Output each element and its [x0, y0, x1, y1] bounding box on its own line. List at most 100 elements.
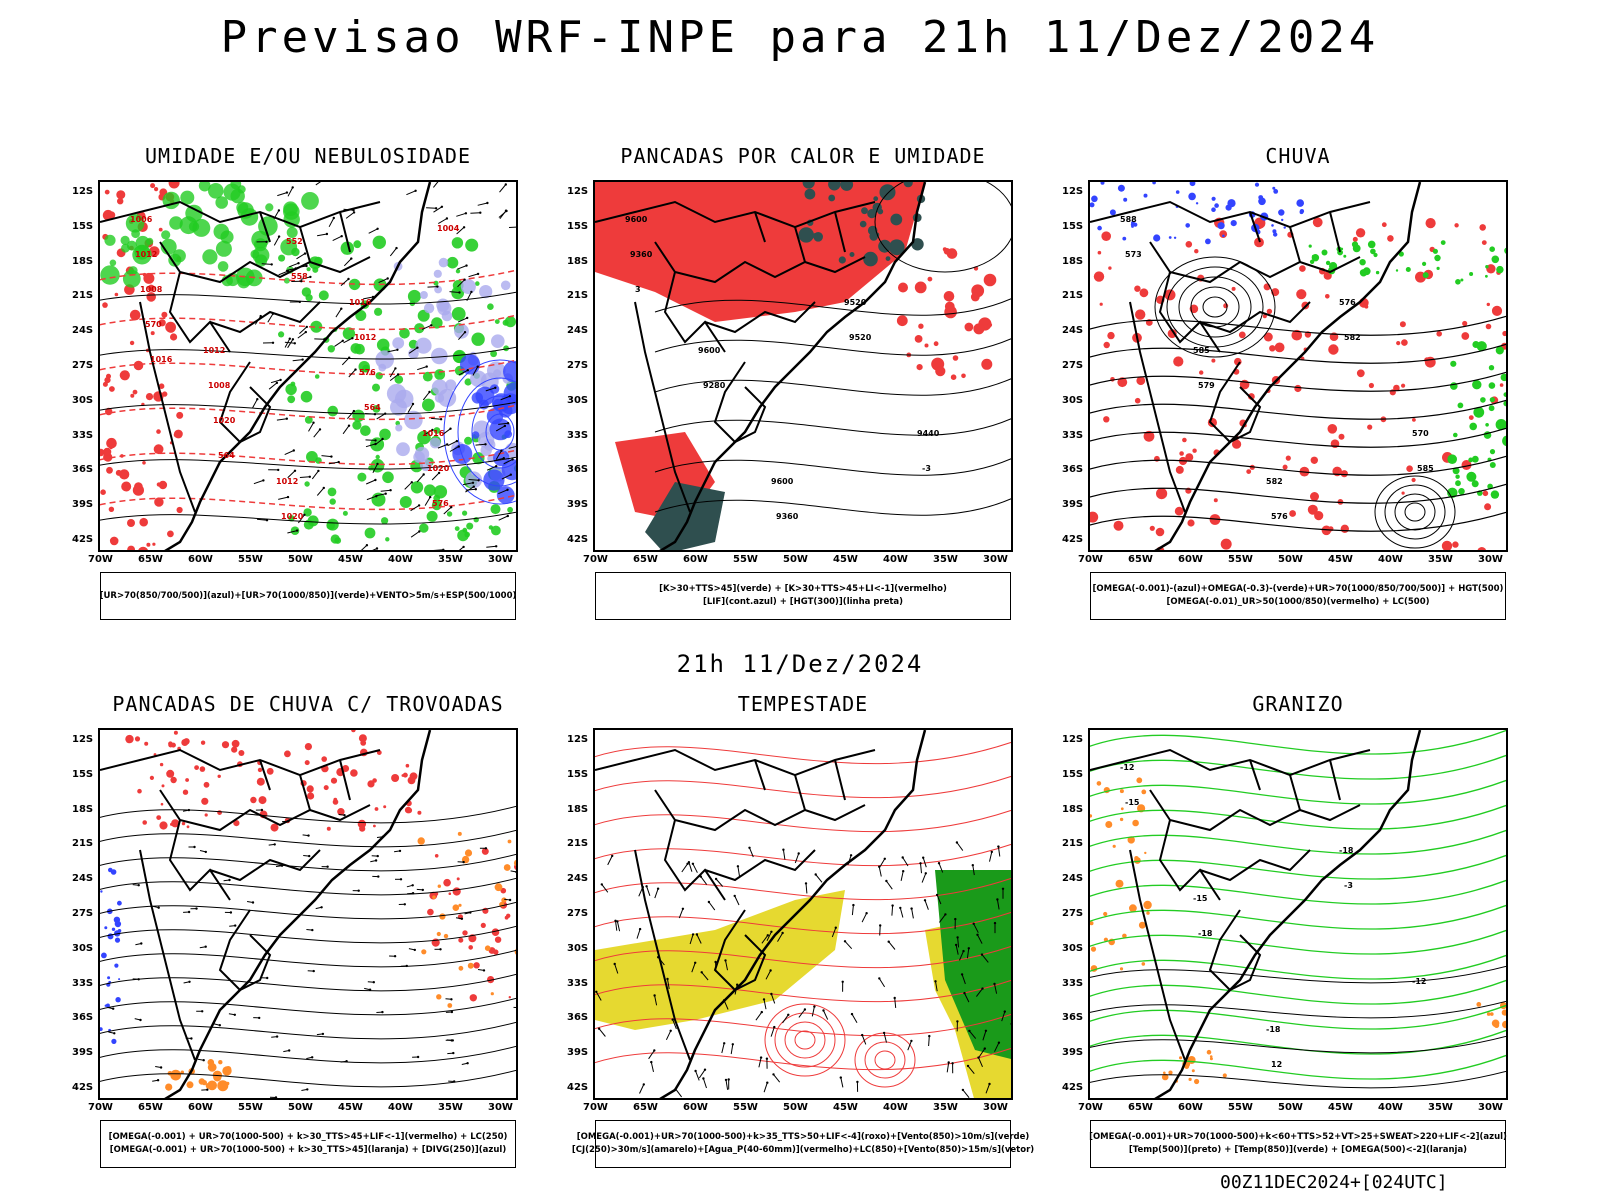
omega-orange	[1209, 1055, 1213, 1058]
lon-label: 70W	[583, 1102, 608, 1113]
wind-vector-head	[686, 862, 689, 865]
storm-red	[142, 820, 147, 825]
omega-orange	[1141, 789, 1147, 795]
storm-red	[367, 780, 375, 788]
humidity-green	[372, 383, 380, 392]
wind-vector	[899, 907, 904, 918]
hgt300-ring	[874, 182, 1011, 273]
lat-label: 33S	[72, 429, 94, 441]
rain-green	[1485, 423, 1489, 427]
wind-vector-head	[352, 211, 356, 214]
lon-label: 60W	[1178, 554, 1203, 565]
rain-green	[1455, 474, 1460, 479]
page-title: Previsao WRF-INPE para 21h 11/Dez/2024	[220, 12, 1380, 63]
storm-orange	[417, 837, 425, 845]
storm-red	[427, 908, 434, 916]
storm-orange	[439, 913, 446, 920]
humidity-green	[198, 182, 211, 192]
cyclone-ring	[1384, 484, 1446, 540]
humidity-red	[100, 489, 106, 496]
humidity-green	[131, 229, 140, 239]
contour-label: 1012	[135, 250, 157, 259]
wind-vector-head	[666, 977, 669, 981]
lat-label: 42S	[567, 534, 589, 545]
rain-red	[1282, 464, 1288, 470]
instability-green	[877, 208, 884, 215]
humidity-green	[451, 307, 466, 321]
legend-line-2: [OMEGA(-0.001) + UR>70(1000-500) + k>30_…	[109, 1145, 507, 1155]
humidity-dark-blue	[496, 486, 515, 504]
wind-vector	[902, 857, 909, 867]
country-border	[713, 361, 767, 444]
contour-label: 1020	[281, 512, 304, 521]
lon-label: 35W	[1428, 1102, 1453, 1113]
country-border	[1129, 301, 1186, 513]
instability-red	[918, 323, 924, 329]
contour-label: 1008	[208, 381, 231, 390]
lon-label: 70W	[1078, 1102, 1103, 1113]
humidity-red	[109, 446, 113, 450]
omega-orange	[1090, 921, 1094, 926]
wind-vector-head	[265, 240, 268, 243]
lat-label: 15S	[1062, 220, 1084, 232]
country-border	[159, 789, 371, 832]
wind-vector-head	[515, 870, 516, 874]
wind-vector	[715, 878, 724, 887]
humidity-green	[121, 243, 130, 253]
wind-vector-head	[345, 1060, 348, 1063]
map-area: 1006 1012 1012 1016 1016 1012 1008 1020 1012 1020…	[98, 180, 518, 552]
rain-red	[1328, 344, 1339, 355]
wind-vector	[433, 182, 439, 188]
rain-green	[1440, 240, 1446, 245]
humidity-blue	[375, 350, 395, 369]
rain-red	[1479, 224, 1486, 231]
wind-vector-head	[955, 841, 959, 844]
rain-green	[1502, 435, 1506, 447]
rain-red	[1485, 323, 1492, 330]
country-border	[634, 301, 691, 513]
storm-orange	[207, 1059, 215, 1066]
wind-vector-head	[399, 878, 403, 881]
wind-vector	[928, 1036, 930, 1047]
rain-green	[1340, 247, 1344, 251]
humidity-blue	[491, 334, 505, 348]
lat-label: 36S	[72, 464, 94, 476]
wind-vector-head	[947, 1061, 950, 1064]
humidity-green	[172, 249, 186, 263]
wind-vector-head	[477, 479, 480, 482]
humidity-green	[350, 343, 362, 354]
rain-blue	[1100, 182, 1105, 185]
wind-vector-head	[373, 413, 377, 416]
omega-orange	[1504, 1021, 1506, 1025]
humidity-red	[161, 311, 168, 318]
wind-vector-head	[804, 882, 808, 885]
wind-vector-head	[354, 368, 357, 371]
wind-vector-head	[476, 272, 480, 276]
wind-vector-head	[137, 978, 140, 981]
country-border	[654, 241, 866, 284]
wind-vector-head	[642, 1083, 645, 1086]
humidity-green	[290, 381, 296, 387]
storm-red	[462, 930, 468, 936]
lat-label: 39S	[1062, 1047, 1084, 1059]
humidity-red	[127, 545, 135, 550]
wind-vector-head	[731, 1043, 734, 1046]
wind-vector-head	[465, 264, 468, 267]
map-area: 588 585 582 576 570 573 579 576 582 585	[1088, 180, 1508, 552]
wind-vector	[994, 1042, 1000, 1052]
wind-vector-head	[418, 530, 421, 533]
streamline	[100, 1045, 516, 1064]
wind-vector-head	[322, 486, 325, 490]
wind-vector	[823, 1010, 829, 1020]
wind-vector	[315, 182, 321, 186]
wind-vector	[725, 1079, 729, 1090]
contour-label: 9360	[630, 250, 653, 259]
wind-vector	[883, 1032, 887, 1043]
wind-vector	[695, 1070, 700, 1081]
wind-vector-head	[766, 934, 769, 937]
divergence-blue	[117, 929, 122, 933]
wind-vector-head	[736, 865, 740, 868]
wind-vector	[426, 207, 437, 209]
wind-vector	[458, 369, 469, 376]
